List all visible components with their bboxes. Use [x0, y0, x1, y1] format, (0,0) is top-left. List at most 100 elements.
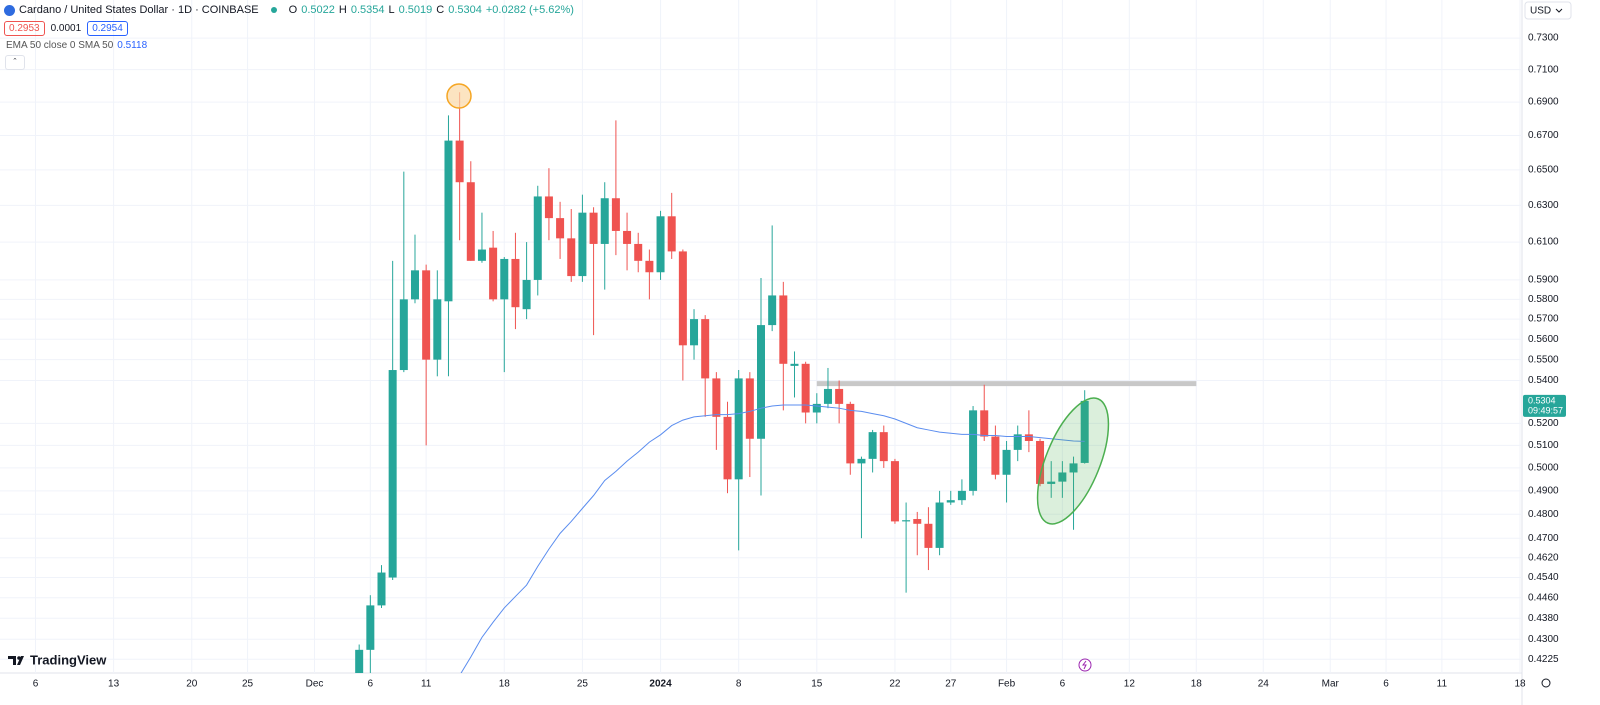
x-tick-label: 24	[1258, 679, 1270, 690]
candle-body	[466, 182, 475, 261]
candle-body	[969, 410, 978, 491]
y-tick-label: 0.5900	[1528, 275, 1559, 286]
candle-body	[1036, 440, 1045, 484]
x-tick-label: 12	[1124, 679, 1136, 690]
y-tick-label: 0.7100	[1528, 64, 1559, 75]
x-tick-label: 6	[368, 679, 374, 690]
candle-body	[500, 258, 509, 300]
indicator-value: 0.5118	[117, 40, 148, 51]
candle-body	[455, 140, 464, 183]
y-tick-label: 0.6700	[1528, 130, 1559, 141]
candle-body	[611, 198, 620, 231]
candle-body	[667, 216, 676, 252]
y-tick-label: 0.6900	[1528, 97, 1559, 108]
ohlc-label: O	[288, 4, 298, 16]
candle-body	[757, 325, 765, 439]
ohlc-value: 0.5022	[301, 4, 335, 16]
candle-body	[366, 605, 375, 650]
x-tick-label: Feb	[998, 679, 1016, 690]
ohlc-label: H	[338, 4, 347, 16]
candle-body	[879, 432, 888, 462]
change: +0.0282 (+5.62%)	[485, 4, 574, 16]
y-tick-label: 0.4700	[1528, 533, 1559, 544]
candle-body	[768, 295, 777, 326]
candle-body	[678, 251, 687, 346]
ohlc-value: 0.5354	[350, 4, 385, 16]
candle-body	[980, 410, 989, 437]
candle-body	[779, 295, 788, 364]
candle-body	[924, 523, 933, 548]
candle-body	[489, 247, 498, 300]
candle-body	[1002, 449, 1011, 475]
ask-button[interactable]: 0.2954	[87, 21, 128, 36]
y-tick-label: 0.6300	[1528, 200, 1559, 211]
candle-body	[801, 363, 810, 413]
x-tick-label: 11	[1437, 679, 1448, 690]
candle-body	[544, 196, 553, 219]
x-tick-label: 8	[736, 679, 742, 690]
x-tick-label: 27	[945, 679, 957, 690]
breakout-highlight	[1036, 397, 1110, 525]
y-tick-label: 0.4620	[1528, 552, 1559, 563]
candle-body	[868, 432, 877, 459]
candle-body	[522, 279, 531, 310]
x-tick-label: 18	[1191, 679, 1203, 690]
symbol-icon	[4, 4, 15, 16]
candle-body	[388, 370, 397, 578]
price-label: 0.5304	[1528, 395, 1556, 405]
candle-body	[790, 363, 799, 366]
candle-body	[511, 258, 520, 308]
x-tick-label: 15	[811, 679, 823, 690]
y-tick-label: 0.4540	[1528, 572, 1559, 583]
candle-body	[857, 458, 866, 464]
currency-button[interactable]	[1524, 1, 1572, 20]
candle-body	[567, 238, 576, 277]
y-tick-label: 0.5200	[1528, 418, 1559, 429]
event-bolt	[1082, 660, 1087, 670]
symbol-row: Cardano / United States Dollar · 1D · CO…	[4, 4, 574, 16]
x-tick-label: 6	[1060, 679, 1066, 690]
candle-body	[902, 520, 911, 522]
candle-body	[745, 378, 754, 439]
x-tick-label: 11	[421, 679, 432, 690]
indicator-name: EMA 50 close 0 SMA 50	[6, 40, 114, 51]
x-tick-label: 6	[1383, 679, 1389, 690]
candle-body	[723, 416, 732, 480]
y-tick-label: 0.5700	[1528, 314, 1559, 325]
y-tick-label: 0.5100	[1528, 440, 1559, 451]
bid-button[interactable]: 0.2953	[4, 21, 45, 36]
x-tick-label: 2024	[649, 679, 672, 690]
collapse-button[interactable]: ˆ	[5, 55, 25, 70]
y-tick-label: 0.4900	[1528, 486, 1559, 497]
candle-body	[355, 649, 364, 673]
ohlc-value: 0.5019	[398, 4, 433, 16]
y-tick-label: 0.4300	[1528, 634, 1559, 645]
x-tick-label: 22	[889, 679, 901, 690]
market-status	[270, 7, 277, 13]
candle-body	[890, 461, 899, 522]
x-tick-label: 25	[242, 679, 254, 690]
candle-body	[1080, 400, 1089, 463]
high-highlight	[446, 83, 472, 109]
currency-chevron	[1555, 8, 1563, 13]
candle-body	[533, 196, 542, 280]
x-tick-label: Mar	[1322, 679, 1340, 690]
y-tick-label: 0.4460	[1528, 592, 1559, 603]
y-tick-label: 0.4380	[1528, 613, 1559, 624]
x-tick-label: 25	[577, 679, 589, 690]
candle-body	[444, 140, 453, 302]
candle-body	[823, 388, 832, 404]
candle-body	[422, 270, 431, 360]
y-tick-label: 0.6100	[1528, 237, 1559, 248]
settings-icon[interactable]	[1541, 678, 1551, 688]
brand-name: TradingView	[30, 652, 107, 667]
candle-body	[946, 500, 955, 503]
candle-body	[835, 388, 844, 404]
candle-body	[913, 519, 922, 524]
x-tick-label: 20	[186, 679, 198, 690]
event-icon[interactable]	[1078, 658, 1092, 672]
candle-body	[957, 490, 966, 501]
candle-body	[712, 378, 721, 417]
symbol-title: Cardano / United States Dollar · 1D · CO…	[19, 4, 259, 16]
y-tick-label: 0.5000	[1528, 463, 1559, 474]
